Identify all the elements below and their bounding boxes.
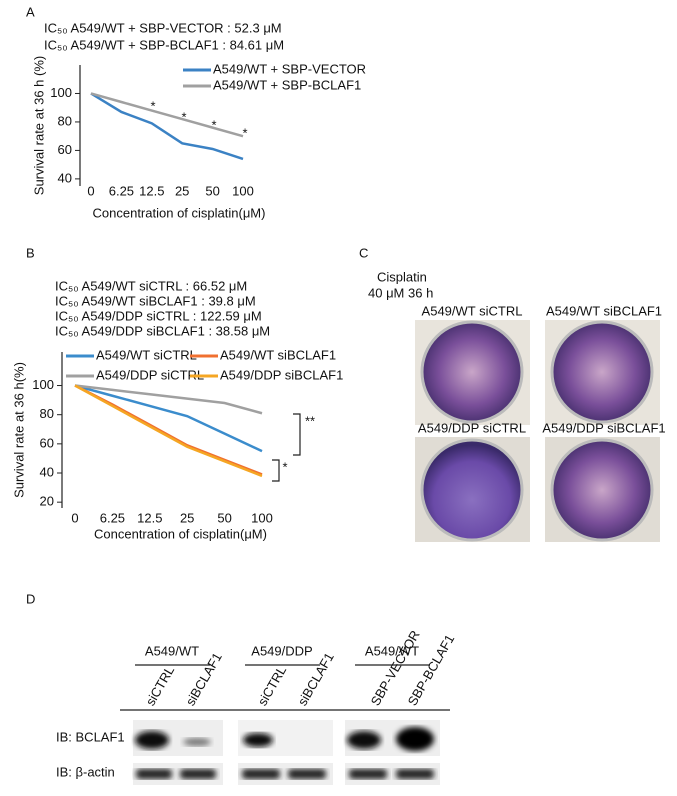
blot-strip xyxy=(238,763,333,785)
y-tick-label: 40 xyxy=(40,464,54,479)
band xyxy=(180,769,216,779)
group-label: A549/DDP xyxy=(251,643,312,658)
band xyxy=(183,738,211,746)
annotation: * xyxy=(282,459,287,474)
y-tick-label: 60 xyxy=(40,435,54,450)
series-line xyxy=(74,384,263,453)
band xyxy=(242,769,280,779)
blot-row-label: IB: β-actin xyxy=(56,764,115,779)
dish xyxy=(420,320,524,424)
x-tick-label: 0 xyxy=(71,510,78,525)
series-line xyxy=(74,384,263,478)
x-tick-label: 25 xyxy=(175,183,189,198)
treatment-label: Cisplatin xyxy=(377,269,427,284)
x-tick-label: 12.5 xyxy=(139,183,164,198)
panel-label: A xyxy=(26,4,35,19)
dish xyxy=(420,438,524,542)
dish xyxy=(550,320,654,424)
band xyxy=(135,731,169,749)
x-tick-label: 100 xyxy=(232,183,254,198)
series-line xyxy=(74,384,263,476)
panel-label: D xyxy=(26,591,35,606)
legend-label: A549/WT siBCLAF1 xyxy=(220,347,336,362)
legend-label: A549/DDP siBCLAF1 xyxy=(220,367,343,382)
y-tick-label: 60 xyxy=(58,142,72,157)
group-label: A549/WT xyxy=(145,643,199,658)
annotation: * xyxy=(181,109,186,124)
blot-strip xyxy=(133,763,223,785)
x-tick-label: 50 xyxy=(205,183,219,198)
series-line xyxy=(90,92,244,161)
annotation: ** xyxy=(305,413,315,428)
annotation: * xyxy=(150,98,155,113)
series-line xyxy=(90,92,244,138)
blot-strip xyxy=(345,763,440,785)
band xyxy=(396,769,434,779)
x-tick-label: 6.25 xyxy=(109,183,134,198)
dish xyxy=(550,438,654,542)
band xyxy=(349,769,387,779)
lane-label: siCTRL xyxy=(143,663,178,708)
subtitle: IC₅₀ A549/WT siBCLAF1 : 39.8 μM xyxy=(55,293,256,308)
y-axis-label: Survival rate at 36 h(%) xyxy=(11,362,26,498)
lane-label: siBCLAF1 xyxy=(295,650,337,708)
image-label: A549/WT siCTRL xyxy=(422,303,523,318)
band xyxy=(347,731,381,749)
x-axis-label: Concentration of cisplatin(μM) xyxy=(94,526,267,541)
subtitle: IC₅₀ A549/DDP siCTRL : 122.59 μM xyxy=(55,308,262,323)
x-tick-label: 12.5 xyxy=(137,510,162,525)
band xyxy=(288,769,326,779)
x-tick-label: 50 xyxy=(217,510,231,525)
subtitle: IC₅₀ A549/WT + SBP-VECTOR : 52.3 μM xyxy=(44,20,282,35)
panel-label: C xyxy=(359,245,368,260)
lane-label: siBCLAF1 xyxy=(183,650,225,708)
image-label: A549/DDP siCTRL xyxy=(418,420,526,435)
band xyxy=(243,733,273,747)
legend-label: A549/DDP siCTRL xyxy=(96,367,204,382)
band xyxy=(136,769,172,779)
annotation: * xyxy=(211,117,216,132)
x-tick-label: 100 xyxy=(251,510,273,525)
band xyxy=(396,727,434,751)
x-tick-label: 25 xyxy=(180,510,194,525)
y-tick-label: 20 xyxy=(40,494,54,509)
annotation: * xyxy=(242,125,247,140)
plate-photos xyxy=(415,320,660,542)
subtitle: IC₅₀ A549/WT + SBP-BCLAF1 : 84.61 μM xyxy=(44,37,284,52)
subtitle: IC₅₀ A549/DDP siBCLAF1 : 38.58 μM xyxy=(55,323,270,338)
group-label: A549/WT xyxy=(365,643,419,658)
image-label: A549/WT siBCLAF1 xyxy=(546,303,662,318)
legend-label: A549/WT siCTRL xyxy=(96,347,197,362)
blot-row-label: IB: BCLAF1 xyxy=(56,729,125,744)
x-tick-label: 0 xyxy=(87,183,94,198)
blot xyxy=(133,720,440,785)
legend-label: A549/WT + SBP-VECTOR xyxy=(213,61,366,76)
x-tick-label: 6.25 xyxy=(100,510,125,525)
y-tick-label: 80 xyxy=(58,113,72,128)
bracket xyxy=(272,459,280,482)
subtitle: IC₅₀ A549/WT siCTRL : 66.52 μM xyxy=(55,278,247,293)
y-axis-label: Survival rate at 36 h (%) xyxy=(31,56,46,195)
bracket xyxy=(293,413,301,456)
panel-label: B xyxy=(26,245,35,260)
y-tick-label: 80 xyxy=(40,406,54,421)
y-tick-label: 40 xyxy=(58,170,72,185)
series-line xyxy=(74,384,263,415)
legend-label: A549/WT + SBP-BCLAF1 xyxy=(213,77,361,92)
y-tick-label: 100 xyxy=(32,377,54,392)
treatment-label: 40 μM 36 h xyxy=(368,285,433,300)
lane-label: siCTRL xyxy=(255,663,290,708)
y-tick-label: 100 xyxy=(50,85,72,100)
x-axis-label: Concentration of cisplatin(μM) xyxy=(93,205,266,220)
image-label: A549/DDP siBCLAF1 xyxy=(542,420,665,435)
